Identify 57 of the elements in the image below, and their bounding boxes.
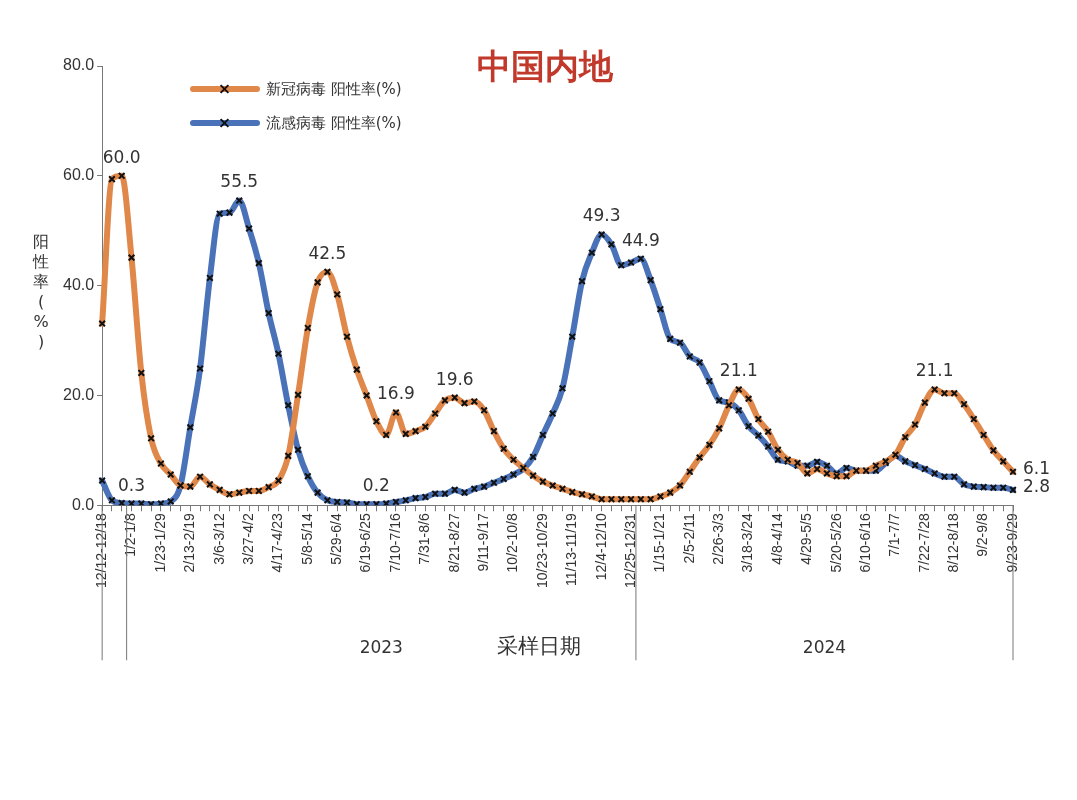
text: 2024 bbox=[802, 636, 847, 657]
x-tick-label: 12/12-12/18 bbox=[93, 513, 109, 588]
y-axis-title: 阳性率(%) bbox=[31, 232, 50, 352]
x-tick-label: 9/2-9/8 bbox=[974, 513, 991, 557]
y-tick-label: 20.0 bbox=[63, 385, 95, 403]
data-label: 0.3 bbox=[118, 474, 146, 495]
data-label: 21.1 bbox=[915, 360, 954, 381]
data-label: 60.0 bbox=[102, 146, 141, 167]
y-tick-label: 40.0 bbox=[63, 276, 95, 294]
x-tick-label: 11/13-11/19 bbox=[563, 513, 580, 586]
x-tick-label: 7/1-7/7 bbox=[886, 513, 903, 557]
data-label: 19.6 bbox=[435, 368, 474, 389]
data-label: 55.5 bbox=[220, 171, 259, 192]
legend-label: 流感病毒 阳性率(%) bbox=[266, 113, 402, 133]
x-tick-label: 1/23-1/29 bbox=[151, 513, 168, 573]
x-tick-label: 2/5-2/11 bbox=[680, 513, 697, 564]
data-label: 42.5 bbox=[308, 242, 347, 263]
x-tick-label: 8/21-8/27 bbox=[445, 513, 462, 573]
x-tick-label: 8/12-8/18 bbox=[945, 513, 962, 573]
x-tick-label: 12/4-12/10 bbox=[592, 513, 609, 581]
x-tick-label: 2/13-2/19 bbox=[181, 513, 198, 573]
x-tick-label: 3/27-4/2 bbox=[239, 513, 256, 565]
data-label: 6.1 bbox=[1023, 458, 1051, 479]
x-tick-label: 4/17-4/23 bbox=[269, 513, 286, 573]
y-tick-label: 0.0 bbox=[71, 495, 95, 513]
x-tick-label: 3/18-3/24 bbox=[739, 513, 756, 573]
x-tick-label: 3/6-3/12 bbox=[210, 513, 227, 565]
chart-title: 中国内地 bbox=[476, 45, 614, 88]
x-tick-label: 7/31-8/6 bbox=[416, 513, 433, 565]
x-tick-label: 7/22-7/28 bbox=[915, 513, 932, 573]
text: 2023 bbox=[359, 636, 403, 657]
data-label: 44.9 bbox=[621, 229, 660, 250]
x-tick-label: 5/29-6/4 bbox=[328, 513, 345, 565]
data-label: 0.2 bbox=[362, 475, 390, 496]
x-tick-label: 4/29-5/5 bbox=[798, 513, 815, 565]
y-tick-label: 60.0 bbox=[63, 166, 95, 184]
x-tick-label: 9/23-9/29 bbox=[1003, 513, 1020, 573]
y-tick-label: 80.0 bbox=[63, 56, 95, 74]
x-tick-label: 5/20-5/26 bbox=[827, 513, 844, 573]
x-tick-label: 6/10-6/16 bbox=[856, 513, 873, 573]
data-label: 2.8 bbox=[1023, 476, 1051, 497]
data-label: 16.9 bbox=[377, 383, 415, 404]
x-tick-label: 10/2-10/8 bbox=[504, 513, 521, 573]
x-tick-label: 1/15-1/21 bbox=[651, 513, 668, 573]
x-tick-label: 9/11-9/17 bbox=[474, 513, 491, 572]
x-axis-title: 采样日期 bbox=[496, 634, 581, 658]
x-tick-label: 7/10-7/16 bbox=[386, 513, 403, 573]
x-tick-label: 2/26-3/3 bbox=[710, 513, 727, 565]
x-tick-label: 6/19-6/25 bbox=[357, 513, 374, 573]
legend-label: 新冠病毒 阳性率(%) bbox=[266, 79, 402, 99]
x-tick-label: 12/25-12/31 bbox=[621, 513, 638, 588]
x-tick-label: 4/8-4/14 bbox=[768, 513, 785, 565]
x-tick-label: 1/2-1/8 bbox=[122, 513, 139, 557]
data-label: 49.3 bbox=[582, 205, 621, 226]
x-tick-label: 5/8-5/14 bbox=[298, 513, 315, 565]
x-tick-label: 10/23-10/29 bbox=[533, 513, 550, 588]
data-label: 21.1 bbox=[719, 360, 758, 381]
